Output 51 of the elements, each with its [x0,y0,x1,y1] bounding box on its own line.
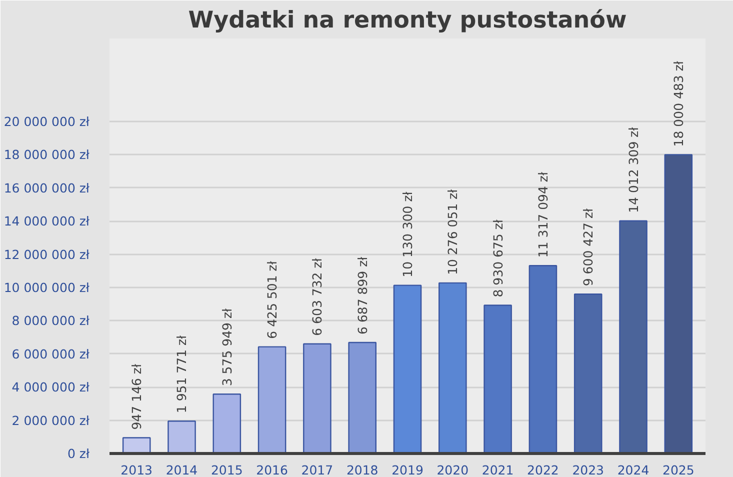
x-tick-label: 2025 [662,462,694,477]
data-label: 947 146 zł [129,364,144,430]
bar [258,346,286,454]
x-tick-label: 2022 [527,462,559,477]
y-tick-label: 2 000 000 zł [12,412,90,428]
bar [664,154,693,454]
bar [574,294,602,454]
y-tick-label: 18 000 000 zł [4,147,90,162]
y-tick-label: 6 000 000 zł [12,346,90,362]
bar [484,304,512,454]
x-tick-label: 2024 [617,462,650,477]
x-tick-label: 2014 [166,462,198,477]
bar [348,342,376,454]
data-label: 18 000 483 zł [670,60,686,147]
x-tick-label: 2021 [482,462,514,477]
y-tick-label: 12 000 000 zł [4,246,90,262]
data-label: 10 276 051 zł [445,188,460,275]
bar [528,265,558,454]
data-label: 6 603 732 zł [310,258,325,336]
y-tick-label: 4 000 000 zł [12,380,90,395]
data-label: 14 012 309 zł [626,126,641,213]
x-tick-label: 2018 [346,462,378,477]
data-label: 10 130 300 zł [400,191,415,278]
x-tick-label: 2019 [392,462,424,477]
data-label: 8 930 675 zł [490,219,506,298]
x-tick-label: 2015 [210,462,243,477]
y-tick-label: 10 000 000 zł [4,280,90,295]
y-tick-label: 0 zł [67,446,90,461]
y-tick-label: 14 000 000 zł [4,214,90,229]
bar [122,437,151,454]
x-tick-label: 2013 [120,462,152,477]
y-tick-label: 8 000 000 zł [12,313,90,328]
data-label: 6 687 899 zł [354,256,370,334]
x-tick-label: 2023 [572,462,604,477]
x-tick-label: 2016 [256,462,288,477]
bar [168,420,196,454]
x-tick-label: 2017 [301,462,334,477]
bar [212,394,242,454]
bar [619,220,648,454]
y-tick-label: 20 000 000 zł [4,114,90,129]
bar [303,343,332,454]
data-label: 11 317 094 zł [535,172,550,258]
chart-title: Wydatki na remonty pustostanów [188,8,627,34]
data-label: 1 951 771 zł [174,334,190,414]
bar [393,284,422,454]
x-tick-label: 2020 [436,462,469,477]
y-tick-label: 16 000 000 zł [4,180,90,196]
data-label: 9 600 427 zł [580,208,596,286]
bar [438,282,467,454]
data-label: 6 425 501 zł [264,260,280,339]
data-label: 3 575 949 zł [219,308,234,386]
